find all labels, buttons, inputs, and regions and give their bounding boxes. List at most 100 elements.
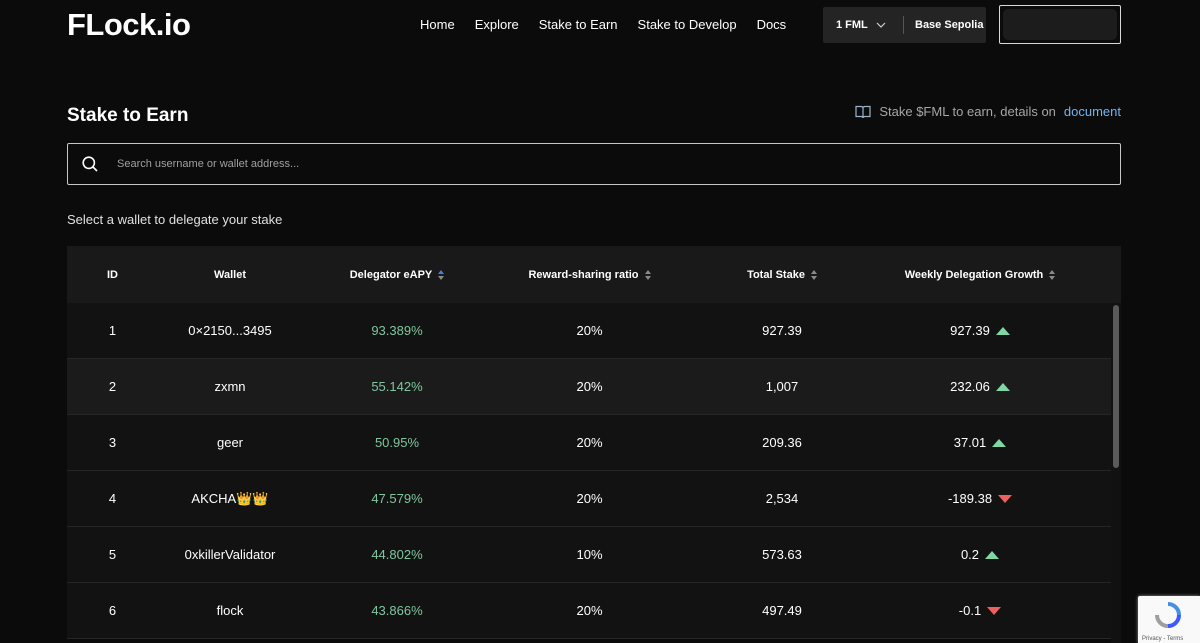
sort-icon[interactable] — [644, 269, 651, 280]
cell-ratio: 20% — [576, 323, 603, 338]
growth-value: 927.39 — [950, 323, 990, 338]
cell-ratio: 20% — [576, 435, 603, 450]
recaptcha-icon — [1155, 602, 1181, 628]
table-row[interactable]: 4 AKCHA👑👑 47.579% 20% 2,534 -189.38 — [67, 471, 1121, 527]
trend-down-icon — [998, 494, 1013, 503]
cell-id: 6 — [108, 603, 117, 618]
scrollbar-thumb[interactable] — [1113, 305, 1119, 468]
cell-ratio: 20% — [576, 603, 603, 618]
flock-logo[interactable]: FLock.io — [67, 7, 191, 42]
search-bar[interactable] — [67, 143, 1121, 185]
header-id-label: ID — [107, 268, 118, 281]
select-wallet-message: Select a wallet to delegate your stake — [67, 212, 283, 227]
divider — [903, 16, 904, 34]
cell-stake: 2,534 — [765, 491, 799, 506]
cell-stake: 209.36 — [762, 435, 802, 450]
book-icon — [855, 105, 871, 118]
table-row[interactable]: 1 0×2150...3495 93.389% 20% 927.39 927.3… — [67, 303, 1121, 359]
recaptcha-text[interactable]: Privacy - Terms — [1142, 636, 1184, 642]
cell-apy: 44.802% — [371, 547, 423, 562]
header-wallet: Wallet — [158, 269, 302, 281]
trend-down-icon — [987, 606, 1002, 615]
cell-growth: -189.38 — [877, 491, 1083, 506]
table-row[interactable]: 6 flock 43.866% 20% 497.49 -0.1 — [67, 583, 1121, 639]
sort-icon[interactable] — [810, 269, 817, 280]
cell-wallet[interactable]: 0xkillerValidator — [184, 547, 276, 562]
cell-growth: 0.2 — [877, 547, 1083, 562]
table-scrollbar[interactable] — [1111, 303, 1121, 643]
network-label[interactable]: Base Sepolia — [915, 19, 984, 31]
doc-note-text: Stake $FML to earn, details on — [879, 104, 1056, 119]
cell-stake: 573.63 — [762, 547, 802, 562]
table-header: ID Wallet Delegator eAPY Reward-sharing … — [67, 246, 1121, 303]
cell-growth: 37.01 — [877, 435, 1083, 450]
cell-id: 4 — [108, 491, 117, 506]
cell-wallet[interactable]: geer — [216, 435, 244, 450]
table-row[interactable]: 5 0xkillerValidator 44.802% 10% 573.63 0… — [67, 527, 1121, 583]
cell-wallet[interactable]: 0×2150...3495 — [188, 323, 272, 338]
cell-growth: 232.06 — [877, 379, 1083, 394]
header-id: ID — [67, 269, 158, 281]
wallet-button-inner — [1003, 9, 1117, 40]
search-input[interactable] — [117, 158, 1017, 170]
top-navbar: FLock.io Home Explore Stake to Earn Stak… — [0, 0, 1200, 48]
header-wallet-label: Wallet — [214, 268, 246, 281]
connect-wallet-button[interactable] — [999, 5, 1121, 44]
cell-id: 1 — [108, 323, 117, 338]
growth-value: 232.06 — [950, 379, 990, 394]
cell-wallet[interactable]: zxmn — [214, 379, 246, 394]
document-link[interactable]: document — [1063, 104, 1121, 119]
delegation-table: ID Wallet Delegator eAPY Reward-sharing … — [67, 246, 1121, 643]
cell-ratio: 10% — [576, 547, 603, 562]
token-label: 1 FML — [836, 19, 868, 31]
nav-links: Home Explore Stake to Earn Stake to Deve… — [420, 17, 786, 32]
cell-stake: 1,007 — [765, 379, 799, 394]
nav-stake-to-earn[interactable]: Stake to Earn — [538, 17, 618, 32]
header-apy[interactable]: Delegator eAPY — [302, 269, 492, 281]
trend-up-icon — [995, 382, 1010, 391]
nav-home[interactable]: Home — [420, 17, 455, 32]
cell-id: 2 — [108, 379, 117, 394]
cell-apy: 55.142% — [371, 379, 423, 394]
token-dropdown[interactable]: 1 FML — [823, 19, 903, 31]
growth-value: -189.38 — [947, 491, 993, 506]
growth-value: -0.1 — [958, 603, 982, 618]
trend-up-icon — [985, 550, 1000, 559]
growth-value: 37.01 — [953, 435, 987, 450]
cell-stake: 927.39 — [762, 323, 802, 338]
nav-explore[interactable]: Explore — [474, 17, 519, 32]
nav-docs[interactable]: Docs — [756, 17, 787, 32]
cell-apy: 93.389% — [371, 323, 423, 338]
header-apy-label: Delegator eAPY — [349, 268, 433, 281]
table-row[interactable]: 2 zxmn 55.142% 20% 1,007 232.06 — [67, 359, 1121, 415]
header-growth[interactable]: Weekly Delegation Growth — [877, 269, 1083, 281]
search-icon — [81, 155, 99, 173]
cell-id: 3 — [108, 435, 117, 450]
nav-stake-to-develop[interactable]: Stake to Develop — [637, 17, 737, 32]
page-title: Stake to Earn — [67, 105, 189, 126]
cell-id: 5 — [108, 547, 117, 562]
cell-growth: 927.39 — [877, 323, 1083, 338]
chevron-down-icon — [876, 22, 886, 28]
cell-stake: 497.49 — [762, 603, 802, 618]
header-stake-label: Total Stake — [747, 268, 805, 281]
cell-ratio: 20% — [576, 491, 603, 506]
header-ratio[interactable]: Reward-sharing ratio — [492, 269, 687, 281]
header-growth-label: Weekly Delegation Growth — [904, 268, 1044, 281]
recaptcha-badge[interactable]: Privacy - Terms — [1138, 596, 1200, 643]
cell-wallet[interactable]: flock — [216, 603, 244, 618]
cell-apy: 47.579% — [371, 491, 423, 506]
cell-apy: 50.95% — [374, 435, 420, 450]
trend-up-icon — [995, 326, 1010, 335]
header-ratio-label: Reward-sharing ratio — [528, 268, 639, 281]
cell-ratio: 20% — [576, 379, 603, 394]
header-stake[interactable]: Total Stake — [687, 269, 877, 281]
cell-wallet[interactable]: AKCHA👑👑 — [191, 490, 269, 506]
sort-icon[interactable] — [1049, 269, 1056, 280]
trend-up-icon — [992, 438, 1007, 447]
sort-icon[interactable] — [438, 269, 445, 280]
cell-apy: 43.866% — [371, 603, 423, 618]
growth-value: 0.2 — [960, 547, 980, 562]
network-selector[interactable]: 1 FML Base Sepolia — [823, 7, 986, 43]
table-row[interactable]: 3 geer 50.95% 20% 209.36 37.01 — [67, 415, 1121, 471]
